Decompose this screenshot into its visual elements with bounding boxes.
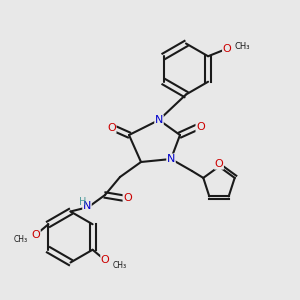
Text: N: N bbox=[155, 115, 163, 125]
Text: O: O bbox=[214, 159, 224, 169]
Text: CH₃: CH₃ bbox=[14, 235, 28, 244]
Text: O: O bbox=[223, 44, 231, 54]
Text: O: O bbox=[123, 193, 132, 203]
Text: N: N bbox=[83, 201, 91, 211]
Text: H: H bbox=[80, 196, 87, 207]
Text: O: O bbox=[101, 255, 110, 265]
Text: CH₃: CH₃ bbox=[235, 42, 250, 51]
Text: O: O bbox=[32, 230, 40, 240]
Text: O: O bbox=[196, 122, 205, 132]
Text: N: N bbox=[167, 154, 175, 164]
Text: CH₃: CH₃ bbox=[113, 261, 127, 270]
Text: O: O bbox=[107, 123, 116, 133]
